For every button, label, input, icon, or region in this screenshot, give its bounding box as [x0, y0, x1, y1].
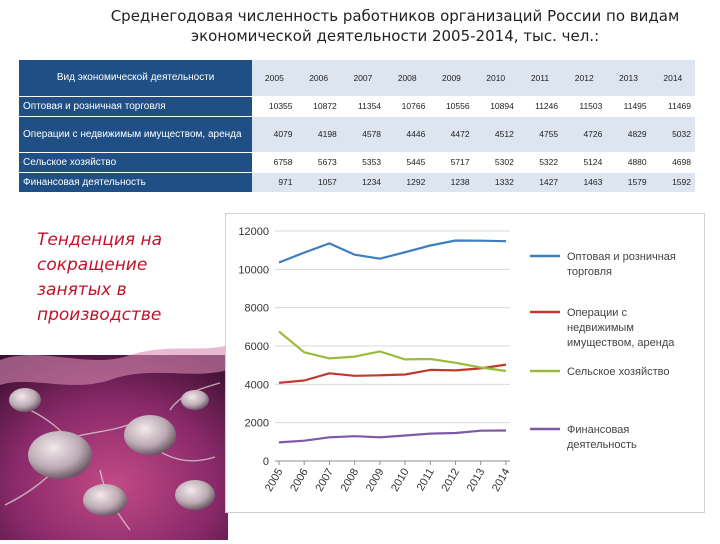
legend-entry: Оптовая и розничная торговля [567, 251, 676, 278]
table-row-label: Операции с недвижимым имуществом, аренда [19, 116, 253, 153]
series-line-1 [278, 239, 507, 264]
y-tick-label: 8000 [245, 303, 269, 315]
table-cell: 11495 [606, 96, 651, 117]
y-tick-label: 10000 [238, 264, 269, 276]
title-line-1: Среднегодовая численность работников орг… [110, 7, 680, 25]
series-line-2 [278, 363, 507, 384]
table-cell: 1238 [429, 172, 474, 193]
table-cell: 4079 [252, 116, 297, 153]
table-year-header: 2010 [473, 60, 518, 97]
table-cell: 1292 [385, 172, 430, 193]
table-row-label: Сельское хозяйство [19, 152, 253, 173]
table-cell: 5673 [296, 152, 341, 173]
table-year-header: 2008 [385, 60, 430, 97]
table-cell: 1592 [650, 172, 695, 193]
table-row: Финансовая деятельность 971 1057 1234 1292 12… [19, 172, 695, 193]
table-cell: 5032 [650, 116, 695, 153]
y-tick-label: 4000 [245, 379, 269, 391]
table-row: Оптовая и розничная торговля 10355 10872 11… [19, 96, 695, 117]
y-tick-label: 12000 [238, 226, 269, 238]
table-cell: 5124 [562, 152, 607, 173]
table-cell: 971 [252, 172, 297, 193]
table-cell: 4829 [606, 116, 651, 153]
table-cell: 10872 [296, 96, 341, 117]
trend-tagline: Тенденция на сокращение занятых в произв… [37, 230, 163, 325]
table-cell: 6758 [252, 152, 297, 173]
table-header-label: Вид экономической деятельности [19, 60, 253, 97]
table-cell: 4880 [606, 152, 651, 173]
table-header-row: Вид экономической деятельности 2005 2006 20… [19, 60, 695, 97]
data-table: Вид экономической деятельности 2005 2006 20… [19, 60, 695, 193]
table-year-header: 2007 [340, 60, 386, 97]
table-cell: 1579 [606, 172, 651, 193]
table-cell: 10766 [385, 96, 430, 117]
table-cell: 11246 [517, 96, 563, 117]
table-cell: 11503 [562, 96, 607, 117]
cells-photo [0, 195, 228, 540]
table-cell: 1427 [517, 172, 563, 193]
table-cell: 4698 [650, 152, 695, 173]
table-cell: 10355 [252, 96, 297, 117]
table-cell: 4726 [562, 116, 607, 153]
series-line-3 [278, 330, 507, 373]
table-cell: 11469 [650, 96, 695, 117]
table-cell: 4446 [385, 116, 430, 153]
legend-entry: Финансовая деятельность [567, 424, 637, 451]
table-cell: 4512 [473, 116, 518, 153]
table-year-header: 2009 [429, 60, 474, 97]
table-cell: 1332 [473, 172, 518, 193]
table-cell: 10894 [473, 96, 518, 117]
table-cell: 4198 [296, 116, 341, 153]
table-cell: 10556 [429, 96, 474, 117]
y-tick-label: 6000 [245, 341, 269, 353]
table-cell: 5322 [517, 152, 563, 173]
chart-frame [225, 213, 705, 513]
table-year-header: 2011 [517, 60, 563, 97]
table-cell: 1463 [562, 172, 607, 193]
slide-title: Среднегодовая численность работников орг… [90, 6, 700, 46]
table-row: Сельское хозяйство 6758 5673 5353 5445 5717 53… [19, 152, 695, 173]
table-cell: 5353 [340, 152, 386, 173]
table-cell: 11354 [340, 96, 386, 117]
table-year-header: 2005 [252, 60, 297, 97]
table-year-header: 2013 [606, 60, 651, 97]
line-chart: 0 2000 4000 6000 8000 10000 12000 2005 2006 2007 2… [225, 213, 705, 513]
table-row-label: Оптовая и розничная торговля [19, 96, 253, 117]
table-cell: 4472 [429, 116, 474, 153]
legend-entry: Сельское хозяйство [567, 366, 669, 378]
table-row-label: Финансовая деятельность [19, 172, 253, 193]
cells-photo-graphic [0, 345, 228, 540]
table-cell: 1234 [340, 172, 386, 193]
table-cell: 5302 [473, 152, 518, 173]
title-line-2: экономической деятельности 2005-2014, ты… [190, 27, 600, 45]
table-cell: 4578 [340, 116, 386, 153]
legend-entry: Операции с недвижимым имуществом, аренда [567, 307, 675, 349]
y-tick-label: 0 [263, 456, 269, 468]
table-cell: 4755 [517, 116, 563, 153]
table-row: Операции с недвижимым имуществом, аренда… [19, 116, 695, 153]
table-cell: 5717 [429, 152, 474, 173]
y-tick-label: 2000 [245, 418, 269, 430]
table-cell: 1057 [296, 172, 341, 193]
table-cell: 5445 [385, 152, 430, 173]
series-line-4 [278, 429, 507, 444]
table-year-header: 2006 [296, 60, 341, 97]
table-year-header: 2014 [650, 60, 695, 97]
table-year-header: 2012 [562, 60, 607, 97]
